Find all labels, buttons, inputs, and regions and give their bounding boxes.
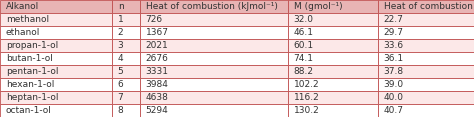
Bar [288, 65, 378, 78]
Bar [0, 91, 112, 104]
Bar [112, 91, 140, 104]
Bar [0, 39, 112, 52]
Bar [140, 52, 288, 65]
Text: 74.1: 74.1 [294, 54, 314, 63]
Text: 7: 7 [118, 93, 123, 102]
Bar [288, 78, 378, 91]
Text: 1: 1 [118, 15, 123, 24]
Bar [140, 104, 288, 117]
Text: 37.8: 37.8 [383, 67, 404, 76]
Bar [288, 13, 378, 26]
Bar [378, 39, 474, 52]
Text: 6: 6 [118, 80, 123, 89]
Text: Heat of combustion (kJmol⁻¹): Heat of combustion (kJmol⁻¹) [146, 2, 278, 11]
Text: 3331: 3331 [146, 67, 169, 76]
Text: 33.6: 33.6 [383, 41, 404, 50]
Bar [378, 104, 474, 117]
Bar [112, 13, 140, 26]
Bar [378, 91, 474, 104]
Text: 102.2: 102.2 [294, 80, 319, 89]
Bar [112, 52, 140, 65]
Text: 22.7: 22.7 [383, 15, 403, 24]
Text: 4: 4 [118, 54, 123, 63]
Bar [140, 91, 288, 104]
Text: butan-1-ol: butan-1-ol [6, 54, 53, 63]
Text: 32.0: 32.0 [294, 15, 314, 24]
Bar [288, 39, 378, 52]
Text: 1367: 1367 [146, 28, 169, 37]
Bar [288, 26, 378, 39]
Bar [378, 78, 474, 91]
Bar [0, 78, 112, 91]
Bar [140, 0, 288, 13]
Bar [0, 65, 112, 78]
Text: 88.2: 88.2 [294, 67, 314, 76]
Bar [288, 91, 378, 104]
Text: 726: 726 [146, 15, 163, 24]
Bar [112, 39, 140, 52]
Bar [112, 78, 140, 91]
Bar [112, 104, 140, 117]
Bar [0, 13, 112, 26]
Bar [140, 26, 288, 39]
Text: Heat of combustion (kJg⁻¹): Heat of combustion (kJg⁻¹) [383, 2, 474, 11]
Text: 46.1: 46.1 [294, 28, 314, 37]
Bar [112, 26, 140, 39]
Bar [378, 13, 474, 26]
Bar [378, 65, 474, 78]
Text: 3984: 3984 [146, 80, 169, 89]
Text: methanol: methanol [6, 15, 49, 24]
Text: 29.7: 29.7 [383, 28, 404, 37]
Text: 4638: 4638 [146, 93, 169, 102]
Text: 2676: 2676 [146, 54, 169, 63]
Bar [112, 0, 140, 13]
Text: 5: 5 [118, 67, 123, 76]
Bar [0, 26, 112, 39]
Text: 8: 8 [118, 106, 123, 115]
Bar [140, 78, 288, 91]
Bar [140, 65, 288, 78]
Text: 130.2: 130.2 [294, 106, 319, 115]
Bar [378, 0, 474, 13]
Text: 40.0: 40.0 [383, 93, 404, 102]
Text: pentan-1-ol: pentan-1-ol [6, 67, 58, 76]
Text: 39.0: 39.0 [383, 80, 404, 89]
Bar [0, 0, 112, 13]
Text: octan-1-ol: octan-1-ol [6, 106, 52, 115]
Text: heptan-1-ol: heptan-1-ol [6, 93, 58, 102]
Text: 5294: 5294 [146, 106, 168, 115]
Bar [288, 104, 378, 117]
Text: propan-1-ol: propan-1-ol [6, 41, 58, 50]
Bar [378, 52, 474, 65]
Text: M (gmol⁻¹): M (gmol⁻¹) [294, 2, 342, 11]
Text: 116.2: 116.2 [294, 93, 319, 102]
Text: 2021: 2021 [146, 41, 168, 50]
Bar [378, 26, 474, 39]
Bar [140, 13, 288, 26]
Text: 60.1: 60.1 [294, 41, 314, 50]
Bar [288, 52, 378, 65]
Text: 3: 3 [118, 41, 123, 50]
Text: ethanol: ethanol [6, 28, 40, 37]
Text: 40.7: 40.7 [383, 106, 404, 115]
Text: 36.1: 36.1 [383, 54, 404, 63]
Bar [0, 52, 112, 65]
Bar [112, 65, 140, 78]
Text: hexan-1-ol: hexan-1-ol [6, 80, 54, 89]
Text: Alkanol: Alkanol [6, 2, 39, 11]
Bar [140, 39, 288, 52]
Text: 2: 2 [118, 28, 123, 37]
Text: n: n [118, 2, 123, 11]
Bar [0, 104, 112, 117]
Bar [288, 0, 378, 13]
